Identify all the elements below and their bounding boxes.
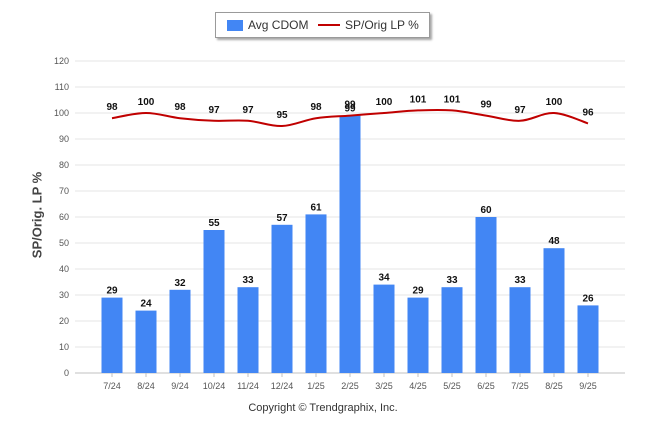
bar[interactable] (271, 224, 293, 373)
x-tick-label: 5/25 (443, 381, 461, 391)
x-tick-label: 7/25 (511, 381, 529, 391)
y-tick-label: 40 (59, 264, 69, 274)
line-data-label: 97 (514, 105, 526, 116)
bar[interactable] (543, 248, 565, 373)
x-tick-label: 10/24 (203, 381, 226, 391)
legend-label-avg-cdom: Avg CDOM (248, 18, 309, 32)
x-tick-label: 6/25 (477, 381, 495, 391)
x-tick-label: 12/24 (271, 381, 294, 391)
y-tick-label: 10 (59, 342, 69, 352)
line-data-label: 98 (106, 102, 118, 113)
y-tick-label: 70 (59, 186, 69, 196)
bar-data-label: 99 (344, 104, 356, 115)
copyright-footer: Copyright © Trendgraphix, Inc. (248, 402, 398, 414)
x-tick-label: 2/25 (341, 381, 359, 391)
y-tick-label: 90 (59, 134, 69, 144)
bar[interactable] (101, 297, 123, 373)
x-tick-label: 7/24 (103, 381, 121, 391)
x-tick-label: 1/25 (307, 381, 325, 391)
bar-data-label: 57 (276, 213, 288, 224)
line-data-label: 100 (376, 97, 393, 108)
y-tick-label: 60 (59, 212, 69, 222)
line-series (111, 108, 589, 128)
bar[interactable] (135, 310, 157, 373)
line-data-label: 96 (582, 107, 594, 118)
x-tick-label: 8/24 (137, 381, 155, 391)
bar-data-label: 24 (140, 299, 152, 310)
x-tick-label: 4/25 (409, 381, 427, 391)
x-tick-label: 9/25 (579, 381, 597, 391)
line-data-label: 98 (174, 102, 186, 113)
line-data-label: 101 (410, 94, 427, 105)
bar[interactable] (169, 289, 191, 373)
bar-data-label: 33 (446, 275, 458, 286)
legend-item-avg-cdom[interactable]: Avg CDOM (227, 13, 308, 37)
bar[interactable] (373, 284, 395, 373)
y-tick-label: 50 (59, 238, 69, 248)
bar-swatch-icon (227, 19, 243, 31)
bar[interactable] (441, 287, 463, 373)
x-tick-label: 11/24 (237, 381, 259, 391)
bar-data-label: 61 (310, 202, 322, 213)
bar-data-label: 33 (514, 275, 526, 286)
line-data-label: 100 (138, 97, 155, 108)
x-axis-ticks: 7/24 8/24 9/24 10/24 11/24 12/24 1/25 2/25 3/25 4… (103, 373, 597, 391)
y-tick-label: 30 (59, 290, 69, 300)
line-data-label: 98 (310, 102, 322, 113)
x-tick-label: 8/25 (545, 381, 563, 391)
line-data-label: 99 (480, 100, 492, 111)
legend-item-sp-orig-lp[interactable]: SP/Orig LP % (318, 13, 419, 37)
bar-series (101, 115, 599, 373)
y-tick-label: 100 (54, 108, 69, 118)
bar-data-label: 32 (174, 278, 186, 289)
line-data-label: 101 (444, 94, 461, 105)
line-data-label: 95 (276, 110, 288, 121)
bar[interactable] (339, 115, 361, 373)
y-tick-label: 120 (54, 56, 69, 66)
bar-data-label: 55 (208, 218, 220, 229)
bar-data-label: 33 (242, 275, 254, 286)
line-data-label: 99 (344, 100, 356, 111)
bar-data-label: 34 (378, 273, 390, 284)
line-series-path[interactable] (111, 108, 589, 128)
line-data-label: 97 (208, 105, 220, 116)
data-labels: 29 24 32 55 33 57 61 99 34 29 33 60 33 48 26 98 100 98 97 9… (106, 94, 594, 309)
x-tick-label: 9/24 (171, 381, 189, 391)
bar[interactable] (509, 287, 531, 373)
bar[interactable] (577, 305, 599, 373)
legend: Avg CDOM SP/Orig LP % (215, 12, 430, 38)
bar[interactable] (237, 287, 259, 373)
legend-label-sp-orig-lp: SP/Orig LP % (345, 18, 419, 32)
bar-data-label: 29 (106, 286, 118, 297)
bar-data-label: 29 (412, 286, 424, 297)
bar-data-label: 60 (480, 205, 492, 216)
bar-data-label: 26 (582, 293, 594, 304)
line-data-label: 97 (242, 105, 254, 116)
y-axis-title: SP/Orig. LP % (29, 171, 45, 259)
x-tick-label: 3/25 (375, 381, 393, 391)
y-tick-label: 20 (59, 316, 69, 326)
y-tick-label: 0 (64, 368, 69, 378)
y-tick-label: 80 (59, 160, 69, 170)
bar-data-label: 48 (548, 236, 560, 247)
line-swatch-icon (318, 24, 340, 26)
bar[interactable] (203, 230, 225, 373)
y-axis-ticks: 0 10 20 30 40 50 60 70 80 90 100 110 120 (54, 56, 69, 378)
bar[interactable] (407, 297, 429, 373)
y-tick-label: 110 (55, 82, 69, 92)
bar[interactable] (475, 217, 497, 373)
line-data-label: 100 (546, 97, 563, 108)
bar[interactable] (305, 214, 327, 373)
